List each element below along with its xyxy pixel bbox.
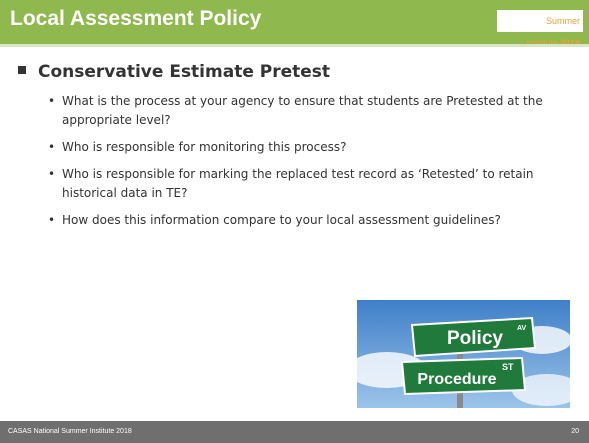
bullet-list: What is the process at your agency to en… [40, 92, 552, 238]
footer-text: CASAS National Summer Institute 2018 [8, 428, 132, 435]
bullet: How does this information compare to you… [62, 211, 552, 230]
sign-suffix: ST [502, 362, 514, 372]
bullet: Who is responsible for monitoring this p… [62, 138, 552, 157]
heading-text: Conservative Estimate Pretest [38, 62, 330, 82]
sign-label: Policy [447, 328, 503, 349]
slide-title: Local Assessment Policy [10, 7, 261, 31]
slide: Local Assessment Policy Summer Institute… [0, 0, 589, 443]
bullet: What is the process at your agency to en… [62, 92, 552, 130]
header: Local Assessment Policy Summer Institute… [0, 0, 589, 44]
heading: Conservative Estimate Pretest [18, 62, 330, 82]
footer: CASAS National Summer Institute 2018 20 [0, 421, 589, 443]
page-number: 20 [571, 428, 579, 435]
bullet: Who is responsible for marking the repla… [62, 165, 552, 203]
sign-suffix: AV [517, 325, 527, 332]
header-rule [0, 44, 589, 47]
sign-image: Policy AV Procedure ST [357, 300, 570, 408]
sign-label: Procedure [417, 371, 496, 388]
